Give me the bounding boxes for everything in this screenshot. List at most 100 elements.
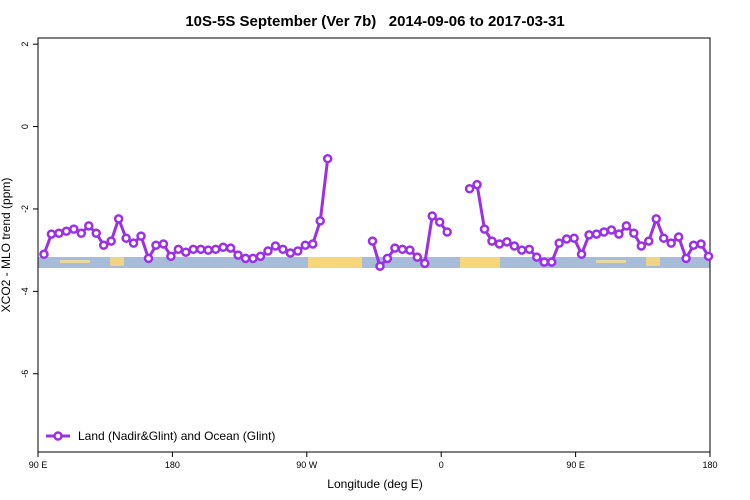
point	[278, 244, 288, 255]
point	[517, 245, 527, 255]
point	[173, 244, 184, 255]
x-axis-label: Longitude (deg E)	[327, 477, 422, 491]
point	[420, 258, 430, 269]
point	[322, 153, 333, 164]
point	[636, 241, 647, 251]
y-tick-label: -2	[20, 205, 30, 213]
point	[479, 224, 490, 234]
point	[367, 236, 378, 246]
point	[188, 244, 199, 255]
point	[666, 238, 676, 248]
point	[84, 221, 94, 231]
point	[225, 243, 236, 253]
point	[673, 232, 684, 242]
point	[136, 231, 146, 241]
point	[218, 242, 228, 253]
point	[270, 241, 281, 251]
point	[390, 243, 400, 253]
legend-label: Land (Nadir&Glint) and Ocean (Glint)	[78, 429, 275, 443]
point	[539, 257, 549, 267]
point	[166, 251, 176, 262]
point	[442, 227, 452, 237]
point	[532, 252, 542, 262]
point	[54, 228, 64, 239]
point	[128, 238, 139, 248]
point	[696, 239, 706, 249]
point	[263, 246, 273, 256]
x-tick-label: 180	[165, 460, 180, 470]
point	[688, 240, 699, 250]
y-axis-label: XCO2 - MLO trend (ppm)	[0, 178, 13, 313]
y-tick-label: -4	[20, 287, 30, 295]
point	[98, 240, 109, 250]
x-tick-label: 90 E	[29, 460, 48, 470]
point	[502, 237, 512, 247]
point	[658, 233, 669, 243]
point	[494, 239, 505, 249]
x-tick-label: 0	[439, 460, 444, 470]
point	[614, 229, 624, 239]
point	[397, 244, 408, 255]
point	[554, 238, 564, 248]
point	[405, 245, 415, 255]
point	[472, 179, 482, 190]
point	[412, 252, 423, 262]
point	[644, 236, 654, 246]
point	[524, 244, 535, 255]
point	[561, 234, 572, 244]
point	[285, 248, 296, 258]
point	[576, 249, 587, 260]
point	[487, 236, 497, 246]
point	[375, 261, 385, 271]
legend-marker	[53, 431, 63, 441]
point	[569, 233, 579, 243]
point	[46, 229, 57, 239]
point	[76, 228, 87, 239]
y-tick-label: -6	[20, 370, 30, 378]
point	[629, 228, 639, 239]
chart-title: 10S-5S September (Ver 7b) 2014-09-06 to …	[185, 13, 564, 30]
point	[143, 253, 154, 264]
point	[434, 217, 445, 227]
point	[584, 230, 594, 240]
point	[210, 244, 221, 255]
x-tick-label: 180	[702, 460, 717, 470]
point	[606, 225, 617, 235]
point	[113, 214, 124, 224]
y-tick-label: 2	[20, 42, 30, 47]
point	[196, 244, 206, 255]
point	[203, 245, 213, 255]
point	[315, 216, 325, 226]
point	[61, 226, 72, 236]
point	[464, 184, 475, 194]
point	[121, 233, 131, 243]
x-tick-label: 90 W	[296, 460, 318, 470]
point	[181, 247, 191, 257]
point	[681, 253, 691, 264]
point	[621, 221, 632, 231]
point	[300, 240, 311, 250]
point	[599, 227, 609, 237]
point	[546, 257, 557, 267]
point	[382, 253, 393, 264]
point	[106, 236, 116, 246]
point	[651, 214, 661, 224]
series-line	[42, 158, 710, 270]
point	[591, 229, 602, 239]
point	[509, 241, 520, 251]
point	[69, 224, 79, 234]
point	[151, 240, 161, 250]
point	[703, 251, 714, 262]
point	[248, 253, 258, 264]
point	[39, 249, 49, 260]
point	[233, 250, 243, 260]
y-tick-label: 0	[20, 124, 30, 129]
point	[240, 253, 251, 264]
x-tick-label: 90 E	[566, 460, 585, 470]
surface-strip	[38, 257, 710, 268]
point	[293, 246, 303, 256]
plot-frame	[37, 37, 711, 453]
point	[308, 239, 318, 249]
point	[255, 251, 266, 262]
